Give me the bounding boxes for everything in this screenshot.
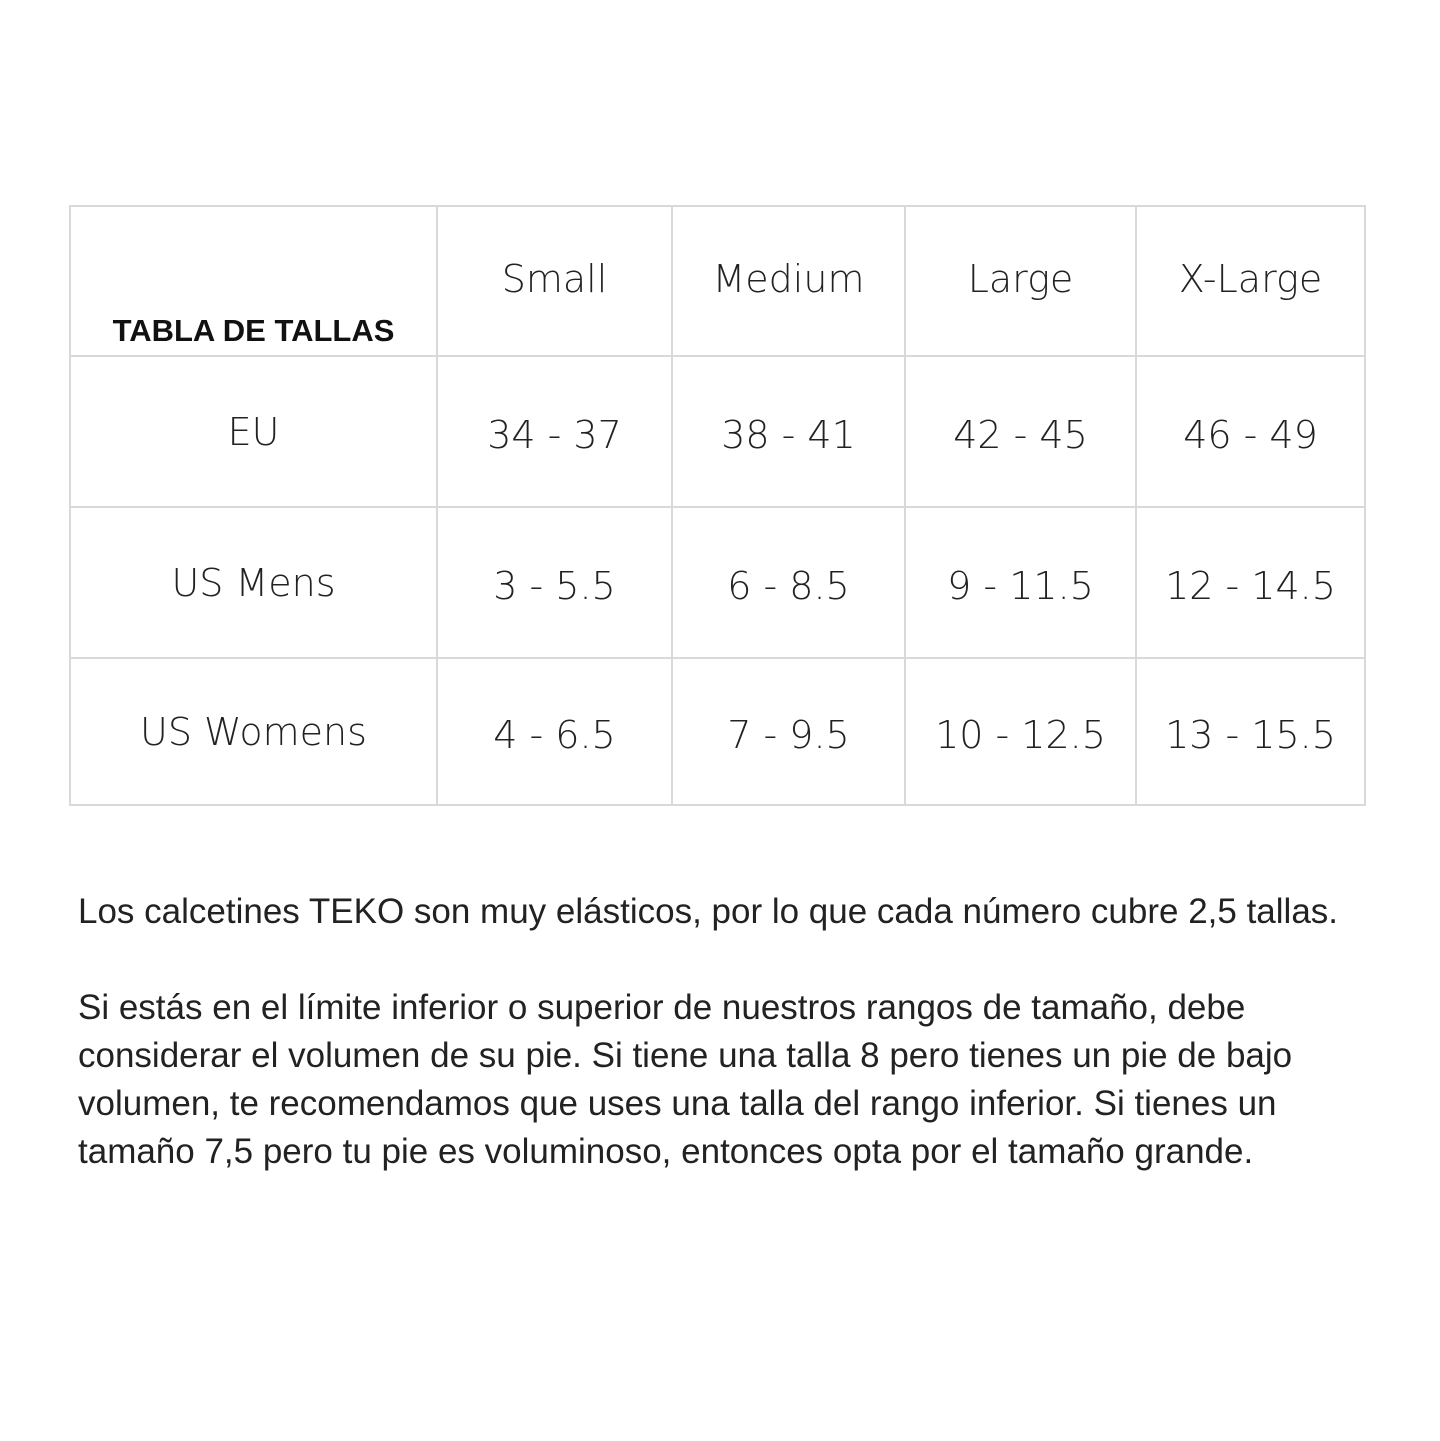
table-cell: 13 - 15.5 (1165, 712, 1336, 757)
row-label: US Mens (71, 508, 438, 659)
table-cell: 34 - 37 (438, 357, 673, 508)
column-header: Medium (673, 207, 906, 357)
table-cell: 9 - 11.5 (906, 508, 1137, 659)
size-notes: Los calcetines TEKO son muy elásticos, p… (78, 888, 1378, 1224)
table-cell: 10 - 12.5 (906, 659, 1137, 804)
row-label: EU (71, 357, 438, 508)
table-corner-label: TABLA DE TALLAS (71, 207, 438, 357)
table-cell: 6 - 8.5 (673, 508, 906, 659)
row-label: US Womens (71, 659, 438, 804)
table-cell: 42 - 45 (906, 357, 1137, 508)
table-cell: 4 - 6.5 (438, 659, 673, 804)
size-chart-table: TABLA DE TALLAS Small Medium Large X-Large EU… (69, 205, 1366, 806)
column-header: Small (438, 207, 673, 357)
elasticity-note: Los calcetines TEKO son muy elásticos, p… (78, 892, 1339, 931)
table-cell: 7 - 9.5 (673, 659, 906, 804)
column-header: X-Large (1137, 207, 1364, 357)
table-cell: 12 - 14.5 (1137, 508, 1364, 659)
table-cell: 3 - 5.5 (438, 508, 673, 659)
column-header: Large (906, 207, 1137, 357)
volume-note: Si estás en el límite inferior o superio… (78, 988, 1293, 1171)
table-cell: 46 - 49 (1137, 357, 1364, 508)
table-cell: 38 - 41 (673, 357, 906, 508)
